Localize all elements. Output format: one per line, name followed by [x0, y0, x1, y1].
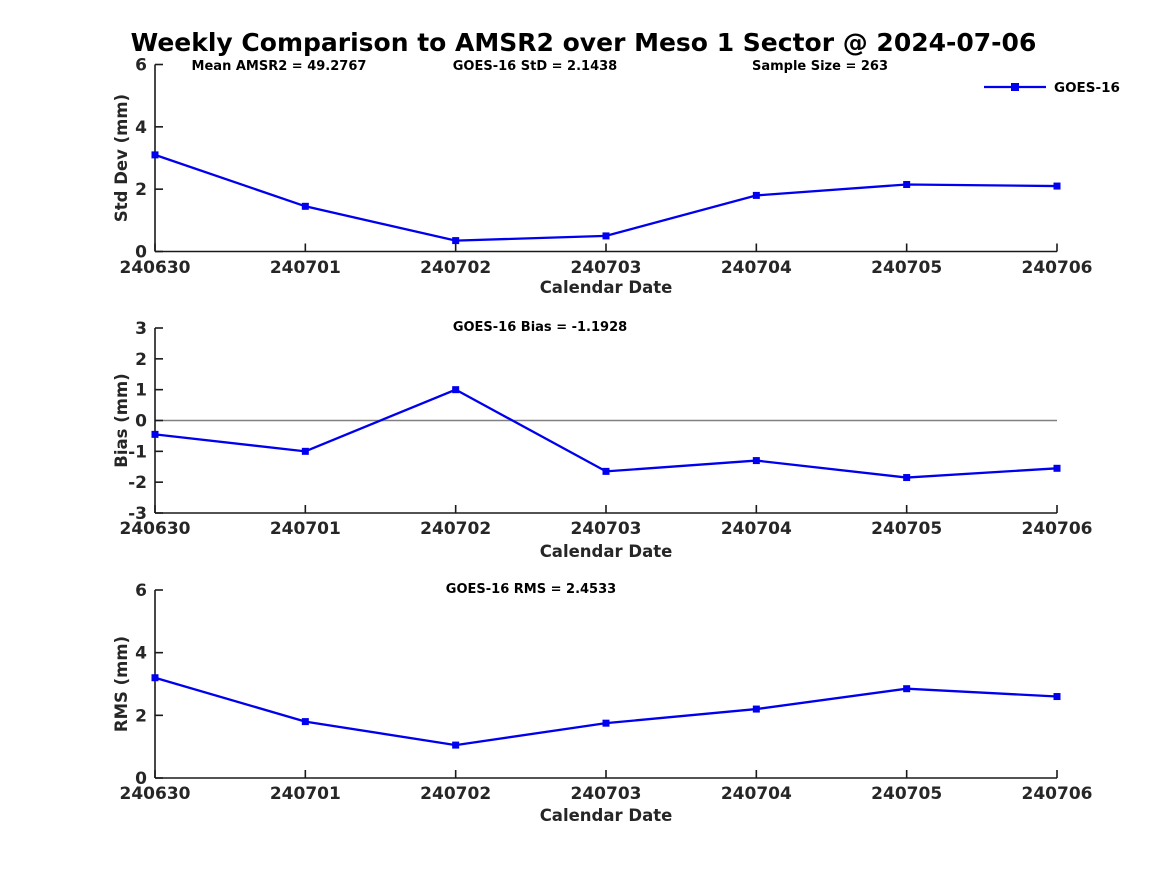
x-tick-label: 240704 — [721, 258, 792, 278]
y-tick-label: 6 — [135, 581, 147, 601]
y-tick-label: 4 — [135, 644, 147, 664]
x-tick-label: 240705 — [871, 784, 942, 804]
data-point-marker — [752, 705, 760, 713]
y-axis-title: RMS (mm) — [112, 636, 131, 732]
chart-bias: -3 -2 -1 0 1 2 3 240630 240701 240702 240703 240704… — [112, 319, 1092, 561]
data-point-marker — [151, 430, 159, 438]
y-tick-label: 0 — [135, 412, 147, 432]
data-point-marker — [1053, 693, 1061, 701]
x-tick-label: 240703 — [571, 258, 642, 278]
chart-std-dev: 0 2 4 6 240630 240701 240702 240703 240704 240705… — [112, 56, 1092, 298]
x-tick-label: 240701 — [270, 519, 341, 539]
data-point-marker — [301, 202, 309, 210]
data-point-marker — [452, 237, 460, 245]
data-point-marker — [903, 180, 911, 188]
x-tick-label: 240706 — [1022, 258, 1093, 278]
data-point-marker — [602, 719, 610, 727]
y-tick-label: 0 — [135, 769, 147, 789]
x-tick-label: 240702 — [420, 258, 491, 278]
annotation-text: GOES-16 StD = 2.1438 — [453, 59, 617, 74]
data-line — [154, 153, 1058, 242]
x-tick-label: 240630 — [120, 784, 191, 804]
x-tick-label: 240701 — [270, 258, 341, 278]
legend-label: GOES-16 — [1054, 80, 1120, 96]
x-tick-label: 240701 — [270, 784, 341, 804]
y-tick-label: 4 — [135, 118, 147, 138]
data-point-marker — [151, 674, 159, 682]
y-tick-label: 1 — [135, 381, 147, 401]
x-axis-title: Calendar Date — [540, 806, 673, 825]
x-tick-label: 240706 — [1022, 519, 1093, 539]
y-tick-label: 2 — [135, 350, 147, 370]
y-tick-label: 2 — [135, 706, 147, 726]
data-point-marker — [452, 741, 460, 749]
data-point-marker — [151, 151, 159, 159]
y-tick-label: 6 — [135, 56, 147, 76]
data-point-marker — [903, 685, 911, 693]
x-tick-label: 240630 — [120, 519, 191, 539]
data-point-marker — [602, 232, 610, 240]
y-tick-label: -2 — [128, 473, 147, 493]
legend: GOES-16 — [984, 80, 1120, 96]
y-tick-label: -1 — [128, 442, 147, 462]
y-tick-label: -3 — [128, 504, 147, 524]
data-point-marker — [1053, 464, 1061, 472]
data-line — [154, 388, 1058, 479]
data-point-marker — [1053, 182, 1061, 190]
x-tick-label: 240703 — [571, 519, 642, 539]
x-tick-label: 240702 — [420, 784, 491, 804]
x-axis-title: Calendar Date — [540, 542, 673, 561]
data-point-marker — [752, 191, 760, 199]
legend-marker-icon — [1011, 83, 1019, 91]
data-point-marker — [602, 467, 610, 475]
annotation-text: Sample Size = 263 — [752, 59, 888, 74]
data-point-marker — [301, 718, 309, 726]
y-tick-label: 3 — [135, 319, 147, 339]
y-tick-label: 2 — [135, 180, 147, 200]
annotation-text: GOES-16 Bias = -1.1928 — [453, 320, 627, 335]
annotation-text: GOES-16 RMS = 2.4533 — [446, 582, 616, 597]
x-axis-title: Calendar Date — [540, 278, 673, 297]
data-point-marker — [903, 474, 911, 482]
y-axis-title: Bias (mm) — [112, 373, 131, 467]
annotation-text: Mean AMSR2 = 49.2767 — [192, 59, 367, 74]
data-line — [154, 676, 1058, 747]
data-point-marker — [752, 457, 760, 465]
x-tick-label: 240703 — [571, 784, 642, 804]
y-tick-label: 0 — [135, 243, 147, 263]
x-tick-label: 240706 — [1022, 784, 1093, 804]
data-point-marker — [452, 386, 460, 394]
y-axis-title: Std Dev (mm) — [112, 94, 131, 222]
x-tick-label: 240630 — [120, 258, 191, 278]
data-point-marker — [301, 447, 309, 455]
x-tick-label: 240704 — [721, 519, 792, 539]
chart-rms: 0 2 4 6 240630 240701 240702 240703 240704 240705… — [112, 581, 1092, 825]
x-tick-label: 240705 — [871, 519, 942, 539]
x-tick-label: 240702 — [420, 519, 491, 539]
x-tick-label: 240705 — [871, 258, 942, 278]
x-tick-label: 240704 — [721, 784, 792, 804]
figure-title: Weekly Comparison to AMSR2 over Meso 1 S… — [130, 28, 1037, 57]
